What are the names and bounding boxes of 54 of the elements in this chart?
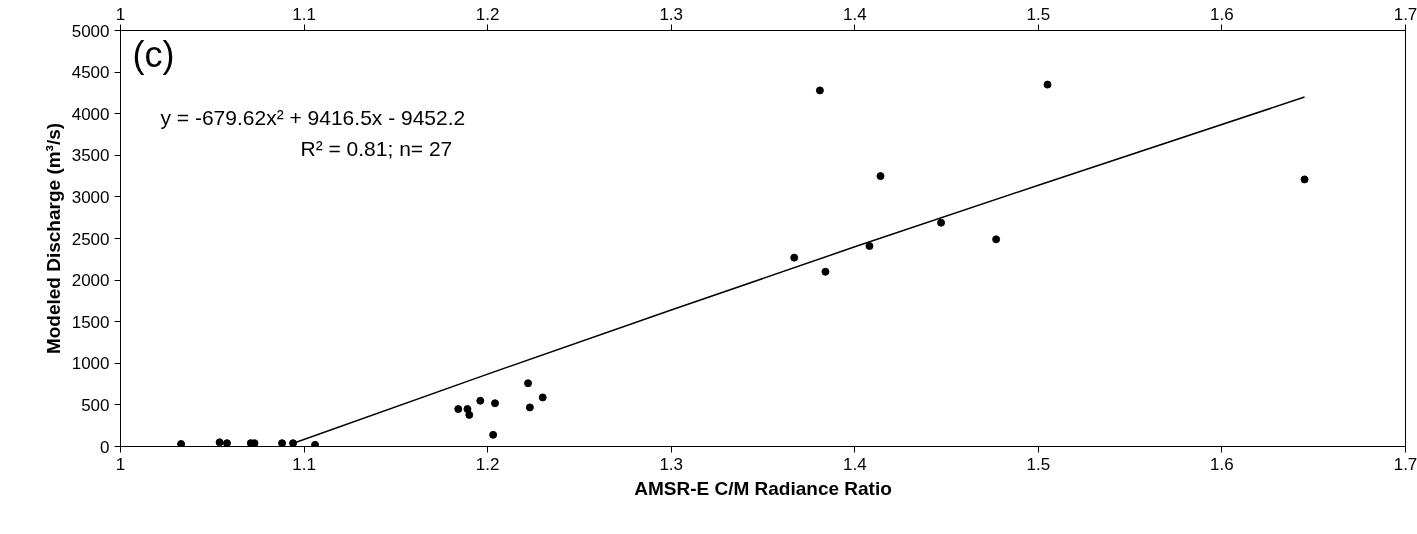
point [1300,175,1309,184]
y-tick-label: 3000 [71,187,110,207]
point [815,86,824,95]
y-tick-label: 3500 [71,146,110,166]
x2-tick-label: 1.7 [1393,454,1417,474]
point [524,379,533,388]
x-axis-title: AMSR-E C/M Radiance Ratio [634,477,892,499]
point [1043,80,1052,89]
x2-tick-label: 1.1 [292,454,316,474]
annotation: (c) [132,33,175,75]
y-tick-label: 5000 [71,21,110,41]
y-tick-label: 1000 [71,354,110,374]
y-tick-label: 500 [81,395,110,415]
y-tick-label: 0 [100,437,110,457]
point [476,396,485,405]
point [937,218,946,227]
x-tick-label: 1.7 [1393,4,1417,24]
point [222,439,231,447]
point [454,405,463,414]
x2-tick-label: 1.2 [475,454,500,474]
y-axis-title: Modeled Discharge (m³/s) [42,122,64,355]
y-tick-label: 2000 [71,271,110,291]
point [215,438,224,447]
point [311,440,320,447]
x-tick-label: 1.4 [842,4,867,24]
point [490,399,499,408]
annotation: y = -679.62x² + 9416.5x - 9452.2 [160,105,466,129]
point [876,172,885,181]
x-tick-label: 1.1 [292,4,316,24]
x2-tick-label: 1.5 [1026,454,1051,474]
y-tick-label: 4500 [71,63,110,83]
x-tick-label: 1 [115,4,126,24]
x2-tick-label: 1 [115,454,126,474]
x2-tick-label: 1.6 [1210,454,1234,474]
point [538,393,547,402]
x-tick-label: 1.5 [1026,4,1051,24]
point [489,430,498,439]
point [177,440,186,447]
point [992,235,1001,244]
x-tick-label: 1.6 [1210,4,1234,24]
point [278,439,287,447]
point [790,253,799,262]
y-tick-label: 1500 [71,312,110,332]
x2-tick-label: 1.4 [842,454,867,474]
point [865,241,874,250]
point [465,410,474,419]
annotation: R² = 0.81; n= 27 [300,136,453,160]
y-tick-label: 4000 [71,104,110,124]
point [525,403,534,412]
x-tick-label: 1.2 [475,4,500,24]
y-tick-label: 2500 [71,229,110,249]
x2-tick-label: 1.3 [659,454,684,474]
x-tick-label: 1.3 [659,4,684,24]
point [821,267,830,276]
